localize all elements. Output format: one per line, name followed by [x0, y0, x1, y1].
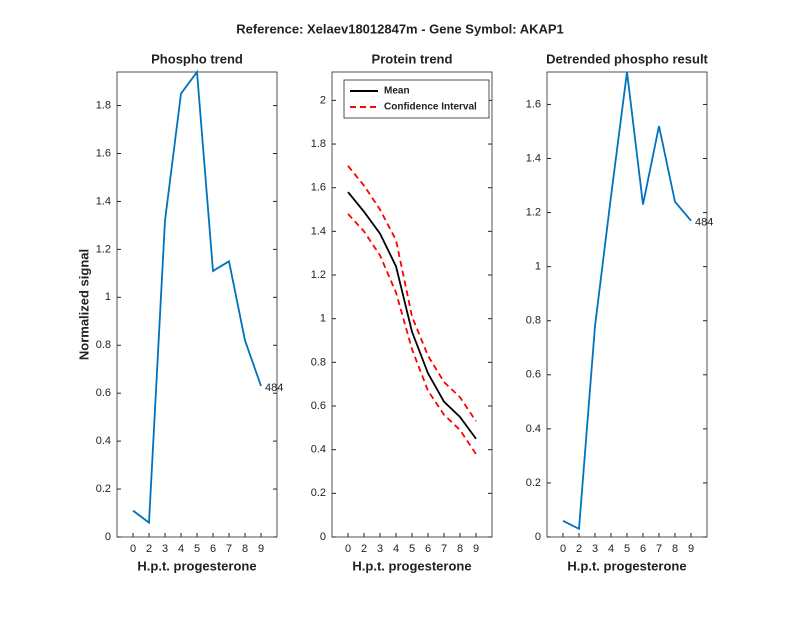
data-line: [562, 71, 692, 531]
x-axis-label: H.p.t. progesterone: [137, 558, 256, 573]
y-tick-label: 1.2: [526, 206, 541, 218]
axes-frame: [116, 71, 278, 538]
x-tick-label: 3: [162, 543, 168, 555]
x-tick-label: 7: [656, 543, 662, 555]
subplot-title: Protein trend: [372, 51, 453, 66]
y-tick-label: 1.6: [96, 147, 111, 159]
y-tick-label: 0.2: [96, 483, 111, 495]
x-tick-label: 8: [457, 543, 463, 555]
y-tick-label: 0.2: [311, 487, 326, 499]
y-tick-label: 0.8: [96, 339, 111, 351]
axes-frame: [331, 71, 493, 538]
y-tick-label: 1.2: [311, 269, 326, 281]
x-tick-label: 3: [377, 543, 383, 555]
y-tick-label: 1.4: [526, 152, 541, 164]
y-tick-label: 0.6: [526, 369, 541, 381]
x-tick-label: 9: [258, 543, 264, 555]
legend-label: Mean: [384, 86, 410, 97]
x-tick-label: 6: [640, 543, 646, 555]
x-axis-label: H.p.t. progesterone: [352, 558, 471, 573]
y-tick-label: 0.4: [96, 435, 111, 447]
y-tick-label: 1.2: [96, 243, 111, 255]
figure-title: Reference: Xelaev18012847m - Gene Symbol…: [236, 21, 564, 36]
y-tick-label: 0.4: [311, 444, 326, 456]
y-axis-label: Normalized signal: [76, 249, 91, 360]
legend-box: [343, 79, 490, 119]
x-tick-label: 8: [242, 543, 248, 555]
x-tick-label: 7: [226, 543, 232, 555]
legend-label: Confidence Interval: [384, 102, 477, 113]
x-tick-label: 6: [210, 543, 216, 555]
y-tick-label: 0.2: [526, 477, 541, 489]
x-axis-label: H.p.t. progesterone: [567, 558, 686, 573]
x-tick-label: 9: [688, 543, 694, 555]
data-line: [132, 69, 262, 525]
x-tick-label: 5: [409, 543, 415, 555]
y-tick-label: 1.8: [311, 138, 326, 150]
x-tick-label: 4: [178, 543, 184, 555]
x-tick-label: 0: [345, 543, 351, 555]
y-tick-label: 0.8: [311, 356, 326, 368]
y-tick-label: 0.6: [311, 400, 326, 412]
y-tick-label: 1: [535, 261, 541, 273]
y-tick-label: 1: [105, 291, 111, 303]
x-tick-label: 4: [393, 543, 399, 555]
x-tick-label: 0: [560, 543, 566, 555]
y-tick-label: 0: [320, 531, 326, 543]
x-tick-label: 5: [194, 543, 200, 555]
y-tick-label: 1.6: [526, 98, 541, 110]
x-tick-label: 6: [425, 543, 431, 555]
x-tick-label: 2: [576, 543, 582, 555]
x-tick-label: 8: [672, 543, 678, 555]
y-tick-label: 1.4: [311, 225, 326, 237]
y-tick-label: 1: [320, 313, 326, 325]
x-tick-label: 7: [441, 543, 447, 555]
x-tick-label: 2: [361, 543, 367, 555]
data-line: [347, 165, 477, 422]
y-tick-label: 0.4: [526, 423, 541, 435]
x-tick-label: 4: [608, 543, 614, 555]
subplot-title: Detrended phospho result: [546, 51, 708, 66]
y-tick-label: 0.8: [526, 315, 541, 327]
annotation: 484: [265, 382, 283, 394]
x-tick-label: 5: [624, 543, 630, 555]
x-tick-label: 0: [130, 543, 136, 555]
x-tick-label: 2: [146, 543, 152, 555]
y-tick-label: 0: [105, 531, 111, 543]
y-tick-label: 0.6: [96, 387, 111, 399]
subplot-title: Phospho trend: [151, 51, 243, 66]
y-tick-label: 0: [535, 531, 541, 543]
y-tick-label: 1.4: [96, 195, 111, 207]
y-tick-label: 1.8: [96, 99, 111, 111]
data-line: [347, 191, 477, 440]
x-tick-label: 9: [473, 543, 479, 555]
data-line: [347, 213, 477, 455]
y-tick-label: 2: [320, 94, 326, 106]
annotation: 484: [695, 217, 713, 229]
y-tick-label: 1.6: [311, 182, 326, 194]
x-tick-label: 3: [592, 543, 598, 555]
axes-frame: [546, 71, 708, 538]
